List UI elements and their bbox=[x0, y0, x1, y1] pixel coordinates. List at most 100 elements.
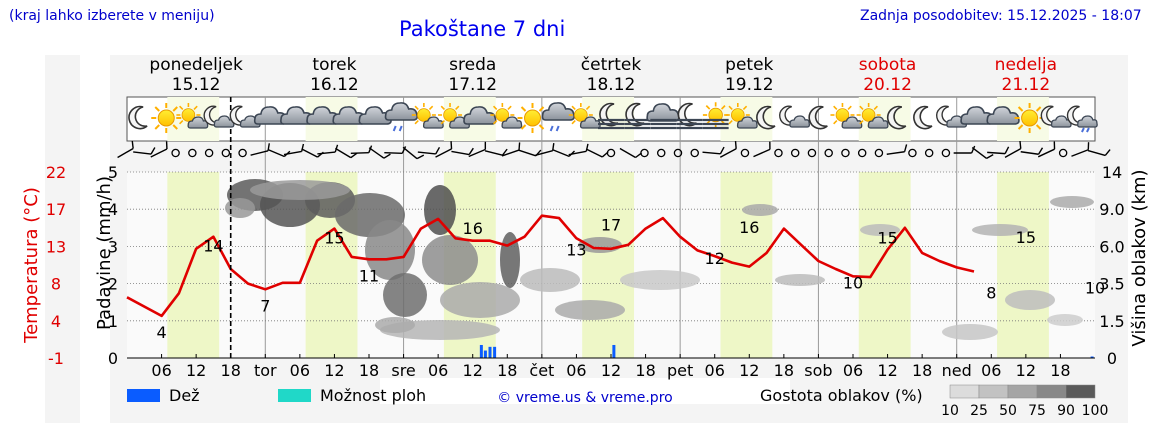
temperature-line bbox=[126, 214, 975, 318]
wind-barb-shaft bbox=[702, 151, 721, 155]
wind-calm-icon bbox=[924, 148, 934, 158]
x-tick-label: 18 bbox=[221, 361, 241, 380]
wind-barb-icon bbox=[133, 147, 156, 155]
cloud-patch bbox=[250, 180, 350, 200]
x-tick-label: 12 bbox=[601, 361, 621, 380]
precip-bar bbox=[479, 344, 483, 358]
density-swatch bbox=[1065, 384, 1096, 399]
legend-label: Dež bbox=[169, 386, 200, 405]
wind-barb-icon bbox=[384, 146, 407, 155]
cloud-tick: 6.0 bbox=[1099, 237, 1124, 256]
wind-barb-shaft bbox=[402, 146, 418, 160]
density-level-label: 10 bbox=[941, 403, 959, 419]
cloud-tick: 1.5 bbox=[1099, 312, 1124, 331]
wind-calm-icon bbox=[841, 148, 850, 158]
precip-bar bbox=[612, 344, 616, 358]
wind-barb-shaft bbox=[150, 148, 168, 158]
cloud-patch bbox=[365, 220, 415, 280]
wind-calm-icon bbox=[874, 148, 884, 158]
precip-tick: 0 bbox=[108, 349, 118, 368]
wind-barb-icon bbox=[417, 146, 441, 155]
wind-barb-icon bbox=[435, 141, 453, 158]
temp-label: 10 bbox=[1085, 278, 1105, 297]
day-date: 15.12 bbox=[172, 75, 221, 95]
temp-label: 13 bbox=[566, 241, 586, 260]
wind-barb-icon bbox=[971, 147, 994, 160]
temperature-series: 4 14 7 15 11 16 13 17 12 16 10 15 8 15 10 bbox=[126, 214, 1105, 342]
wind-calm-icon bbox=[941, 148, 951, 158]
temp-label: 4 bbox=[156, 323, 166, 342]
cloud-patch bbox=[383, 273, 427, 317]
wind-calm-icon bbox=[221, 148, 231, 158]
x-tick-label: čet bbox=[529, 361, 554, 380]
wind-barb-flag bbox=[131, 140, 134, 149]
wind-barb-shaft bbox=[484, 150, 503, 156]
wind-barb-shaft bbox=[1071, 149, 1089, 157]
chart-title: Pakoštane 7 dni bbox=[399, 17, 566, 41]
temp-label: 15 bbox=[324, 229, 344, 248]
wind-barb-shaft bbox=[451, 150, 470, 156]
menu-hint[interactable]: (kraj lahko izberete v meniju) bbox=[9, 8, 215, 24]
wind-barb-shaft bbox=[518, 149, 537, 157]
wind-barb-icon bbox=[501, 142, 521, 157]
x-tick-label: 18 bbox=[359, 361, 379, 380]
wind-calm-icon bbox=[188, 148, 197, 158]
cloud-patch bbox=[424, 185, 456, 235]
wind-barb-flag bbox=[468, 147, 474, 155]
x-tick-label: 06 bbox=[981, 361, 1001, 380]
wind-barb-flag bbox=[1037, 147, 1044, 155]
wind-barb-flag bbox=[1053, 141, 1056, 150]
wind-barb-icon bbox=[334, 147, 358, 159]
copyright-text[interactable]: © vreme.us & vreme.pro bbox=[497, 390, 672, 406]
cloud-density-layer bbox=[225, 179, 1094, 340]
temp-axis-panel bbox=[45, 55, 80, 423]
day-date: 21.12 bbox=[1002, 75, 1051, 95]
wind-barb-shaft bbox=[368, 147, 385, 159]
day-date: 16.12 bbox=[310, 75, 359, 95]
day-name: torek bbox=[312, 55, 356, 75]
day-date: 19.12 bbox=[725, 75, 774, 95]
wind-barb-flag bbox=[971, 145, 976, 154]
sun-icon bbox=[150, 102, 183, 134]
wind-calm-icon bbox=[790, 148, 800, 158]
wind-barb-shaft bbox=[987, 151, 1006, 155]
cloud-patch bbox=[972, 224, 1028, 236]
wind-barb-shaft bbox=[468, 148, 486, 158]
density-swatch bbox=[1007, 384, 1038, 399]
wind-barb-flag bbox=[1104, 149, 1111, 156]
wind-barb-shaft bbox=[1087, 149, 1106, 157]
wind-barb-shaft bbox=[1004, 148, 1022, 158]
wind-barb-flag bbox=[734, 141, 737, 149]
wind-barb-shaft bbox=[384, 151, 403, 155]
x-tick-label: 06 bbox=[705, 361, 725, 380]
wind-calm-icon bbox=[238, 148, 247, 158]
temp-label: 11 bbox=[359, 266, 379, 285]
wind-barb-flag bbox=[719, 146, 725, 155]
day-name: sobota bbox=[859, 55, 917, 75]
wind-barb-shaft bbox=[753, 148, 771, 158]
wind-calm-icon bbox=[908, 148, 917, 158]
wind-calm-icon bbox=[807, 148, 817, 158]
wind-barb-shaft bbox=[886, 151, 905, 155]
x-tick-label: 12 bbox=[324, 361, 344, 380]
legend-swatch bbox=[127, 389, 160, 402]
density-legend-title: Gostota oblakov (%) bbox=[760, 386, 923, 405]
temp-tick: 13 bbox=[46, 237, 66, 256]
wind-barb-shaft bbox=[317, 151, 336, 155]
x-tick-label: 18 bbox=[912, 361, 932, 380]
cloud-patch bbox=[440, 282, 520, 318]
wind-barb-flag bbox=[150, 147, 156, 155]
cloud-patch bbox=[620, 270, 700, 290]
cloud-patch bbox=[1005, 290, 1055, 310]
wind-barb-flag bbox=[903, 144, 908, 152]
wind-barb-shaft bbox=[283, 150, 302, 156]
x-tick-label: sob bbox=[804, 361, 832, 380]
temp-label: 16 bbox=[739, 218, 759, 237]
x-tick-label: 18 bbox=[774, 361, 794, 380]
wind-barb-shaft bbox=[719, 148, 737, 158]
x-tick-label: 06 bbox=[290, 361, 310, 380]
wind-barb-shaft bbox=[1020, 151, 1039, 155]
wind-calm-icon bbox=[774, 148, 783, 158]
